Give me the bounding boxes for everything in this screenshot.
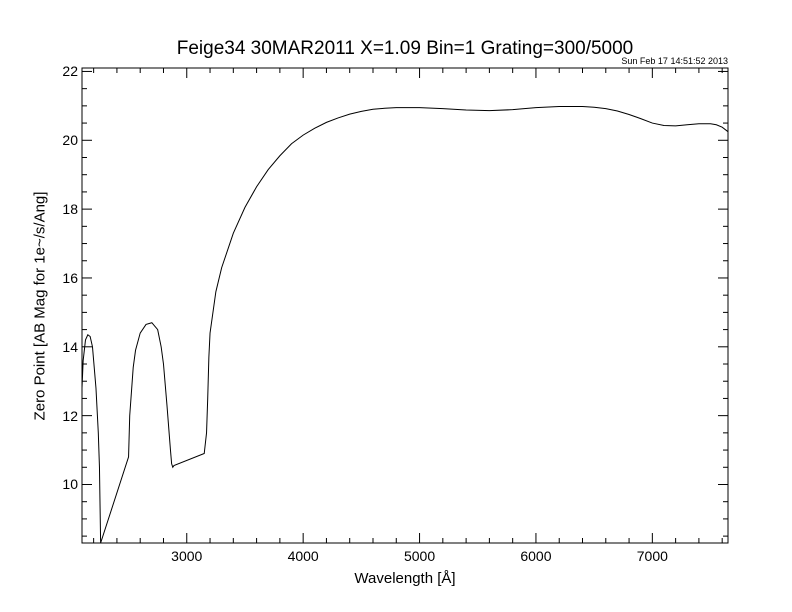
x-tick-label: 3000: [171, 548, 203, 564]
y-tick-label: 14: [62, 338, 78, 355]
chart-title: Feige34 30MAR2011 X=1.09 Bin=1 Grating=3…: [176, 38, 634, 59]
zero-point-curve: [81, 106, 729, 544]
axis-ticks: [82, 68, 728, 543]
y-axis-label: Zero Point [AB Mag for 1e~/s/Ang]: [31, 191, 49, 421]
plot-frame: [81, 67, 729, 544]
x-axis-label: Wavelength [Å]: [354, 570, 456, 587]
x-tick-label: 7000: [636, 548, 668, 564]
x-tick-label: 6000: [520, 548, 552, 564]
y-tick-label: 22: [62, 63, 78, 80]
y-tick-label: 20: [62, 132, 78, 149]
y-tick-label: 10: [62, 476, 78, 493]
y-tick-label: 18: [62, 201, 78, 218]
y-tick-label: 12: [62, 407, 78, 424]
x-tick-label: 5000: [403, 548, 436, 564]
y-tick-label: 16: [62, 269, 78, 286]
x-tick-label: 4000: [287, 548, 319, 564]
timestamp: Sun Feb 17 14:51:52 2013: [621, 56, 728, 66]
